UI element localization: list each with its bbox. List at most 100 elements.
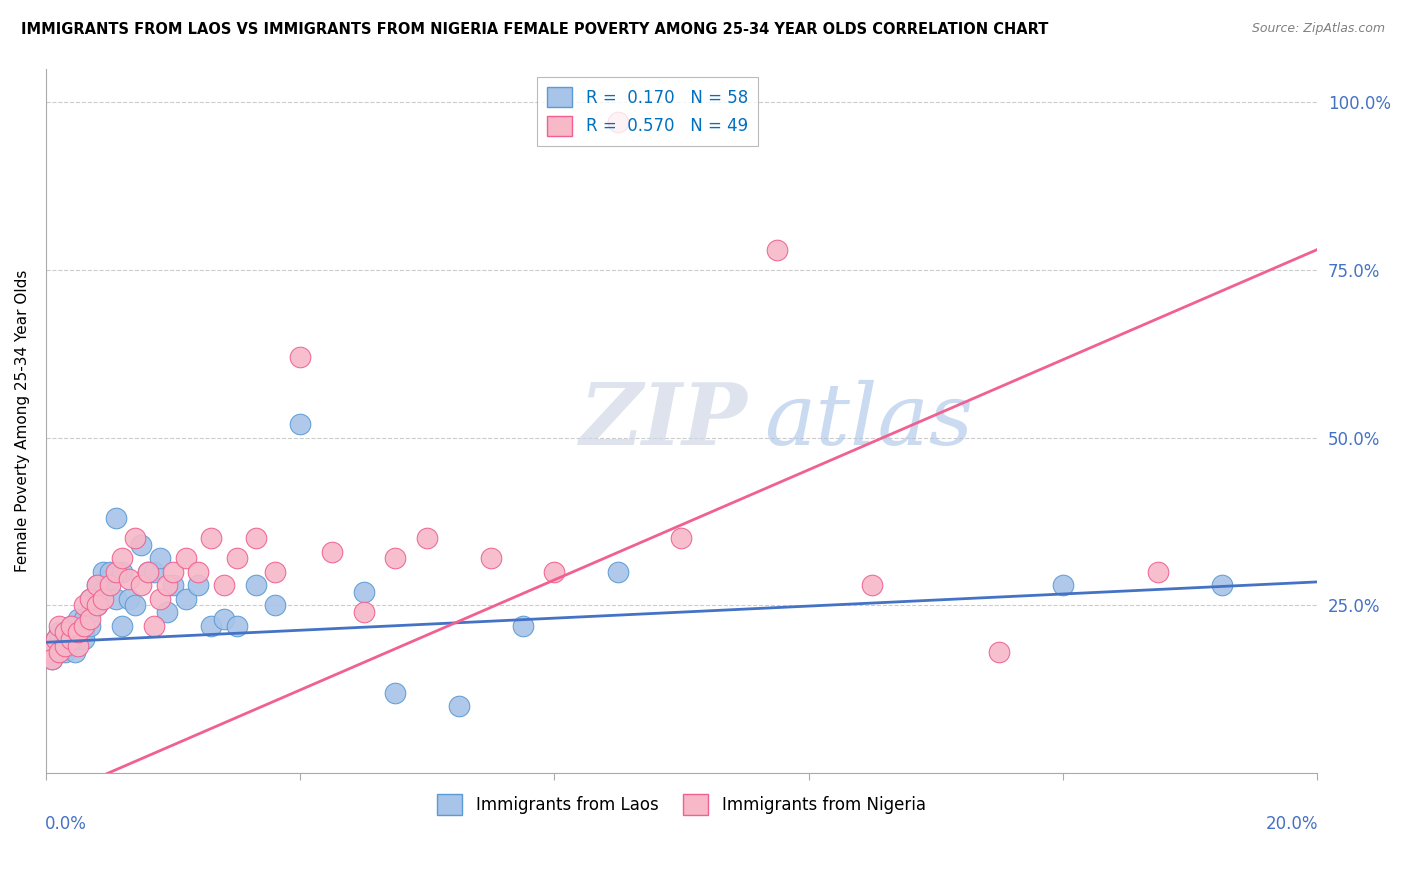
Point: [60, 625, 83, 640]
Point: [66, 618, 89, 632]
Point: [988, 645, 1011, 659]
Point: [543, 565, 565, 579]
Point: [117, 572, 139, 586]
Point: [98, 572, 121, 586]
Text: ZIP: ZIP: [579, 379, 748, 463]
Point: [44, 632, 66, 646]
Point: [225, 618, 247, 632]
Point: [200, 531, 222, 545]
Point: [124, 599, 146, 613]
Point: [104, 591, 127, 606]
Point: [48, 645, 70, 659]
Point: [353, 605, 375, 619]
Point: [187, 565, 209, 579]
Point: [60, 618, 83, 632]
Point: [129, 578, 152, 592]
Point: [104, 565, 127, 579]
Point: [41, 652, 63, 666]
Point: [66, 632, 89, 646]
Point: [187, 578, 209, 592]
Point: [136, 565, 159, 579]
Point: [60, 632, 83, 646]
Point: [384, 551, 406, 566]
Point: [53, 639, 76, 653]
Point: [129, 538, 152, 552]
Point: [149, 591, 172, 606]
Point: [73, 599, 96, 613]
Point: [91, 565, 114, 579]
Point: [212, 578, 235, 592]
Point: [143, 618, 166, 632]
Point: [606, 115, 628, 129]
Point: [384, 686, 406, 700]
Point: [86, 599, 108, 613]
Point: [53, 625, 76, 640]
Point: [416, 531, 439, 545]
Point: [63, 645, 86, 659]
Point: [79, 591, 101, 606]
Point: [288, 417, 311, 432]
Point: [156, 605, 179, 619]
Point: [49, 632, 72, 646]
Point: [143, 565, 166, 579]
Point: [79, 618, 101, 632]
Point: [245, 531, 267, 545]
Text: 0.0%: 0.0%: [45, 815, 87, 833]
Point: [73, 632, 96, 646]
Point: [73, 612, 96, 626]
Point: [48, 625, 70, 640]
Point: [124, 531, 146, 545]
Point: [38, 645, 60, 659]
Point: [156, 578, 179, 592]
Point: [149, 551, 172, 566]
Point: [79, 605, 101, 619]
Point: [606, 565, 628, 579]
Point: [245, 578, 267, 592]
Point: [60, 632, 83, 646]
Point: [212, 612, 235, 626]
Point: [48, 618, 70, 632]
Point: [447, 699, 470, 714]
Point: [53, 645, 76, 659]
Point: [1211, 578, 1233, 592]
Point: [86, 599, 108, 613]
Point: [162, 578, 184, 592]
Point: [91, 585, 114, 599]
Point: [48, 645, 70, 659]
Point: [51, 639, 73, 653]
Point: [1052, 578, 1074, 592]
Text: IMMIGRANTS FROM LAOS VS IMMIGRANTS FROM NIGERIA FEMALE POVERTY AMONG 25-34 YEAR : IMMIGRANTS FROM LAOS VS IMMIGRANTS FROM …: [21, 22, 1049, 37]
Point: [46, 639, 69, 653]
Point: [73, 618, 96, 632]
Point: [671, 531, 693, 545]
Point: [53, 632, 76, 646]
Point: [86, 578, 108, 592]
Point: [263, 599, 285, 613]
Point: [174, 551, 197, 566]
Point: [200, 618, 222, 632]
Point: [60, 618, 83, 632]
Point: [38, 645, 60, 659]
Point: [288, 350, 311, 364]
Point: [479, 551, 502, 566]
Point: [860, 578, 883, 592]
Point: [73, 625, 96, 640]
Text: 20.0%: 20.0%: [1265, 815, 1319, 833]
Point: [174, 591, 197, 606]
Point: [321, 545, 343, 559]
Text: Source: ZipAtlas.com: Source: ZipAtlas.com: [1251, 22, 1385, 36]
Point: [263, 565, 285, 579]
Point: [111, 565, 134, 579]
Point: [111, 551, 134, 566]
Point: [53, 625, 76, 640]
Point: [111, 618, 134, 632]
Point: [117, 591, 139, 606]
Point: [41, 652, 63, 666]
Y-axis label: Female Poverty Among 25-34 Year Olds: Female Poverty Among 25-34 Year Olds: [15, 269, 30, 572]
Point: [98, 565, 121, 579]
Point: [512, 618, 534, 632]
Point: [136, 565, 159, 579]
Point: [79, 612, 101, 626]
Point: [353, 585, 375, 599]
Text: atlas: atlas: [763, 379, 973, 462]
